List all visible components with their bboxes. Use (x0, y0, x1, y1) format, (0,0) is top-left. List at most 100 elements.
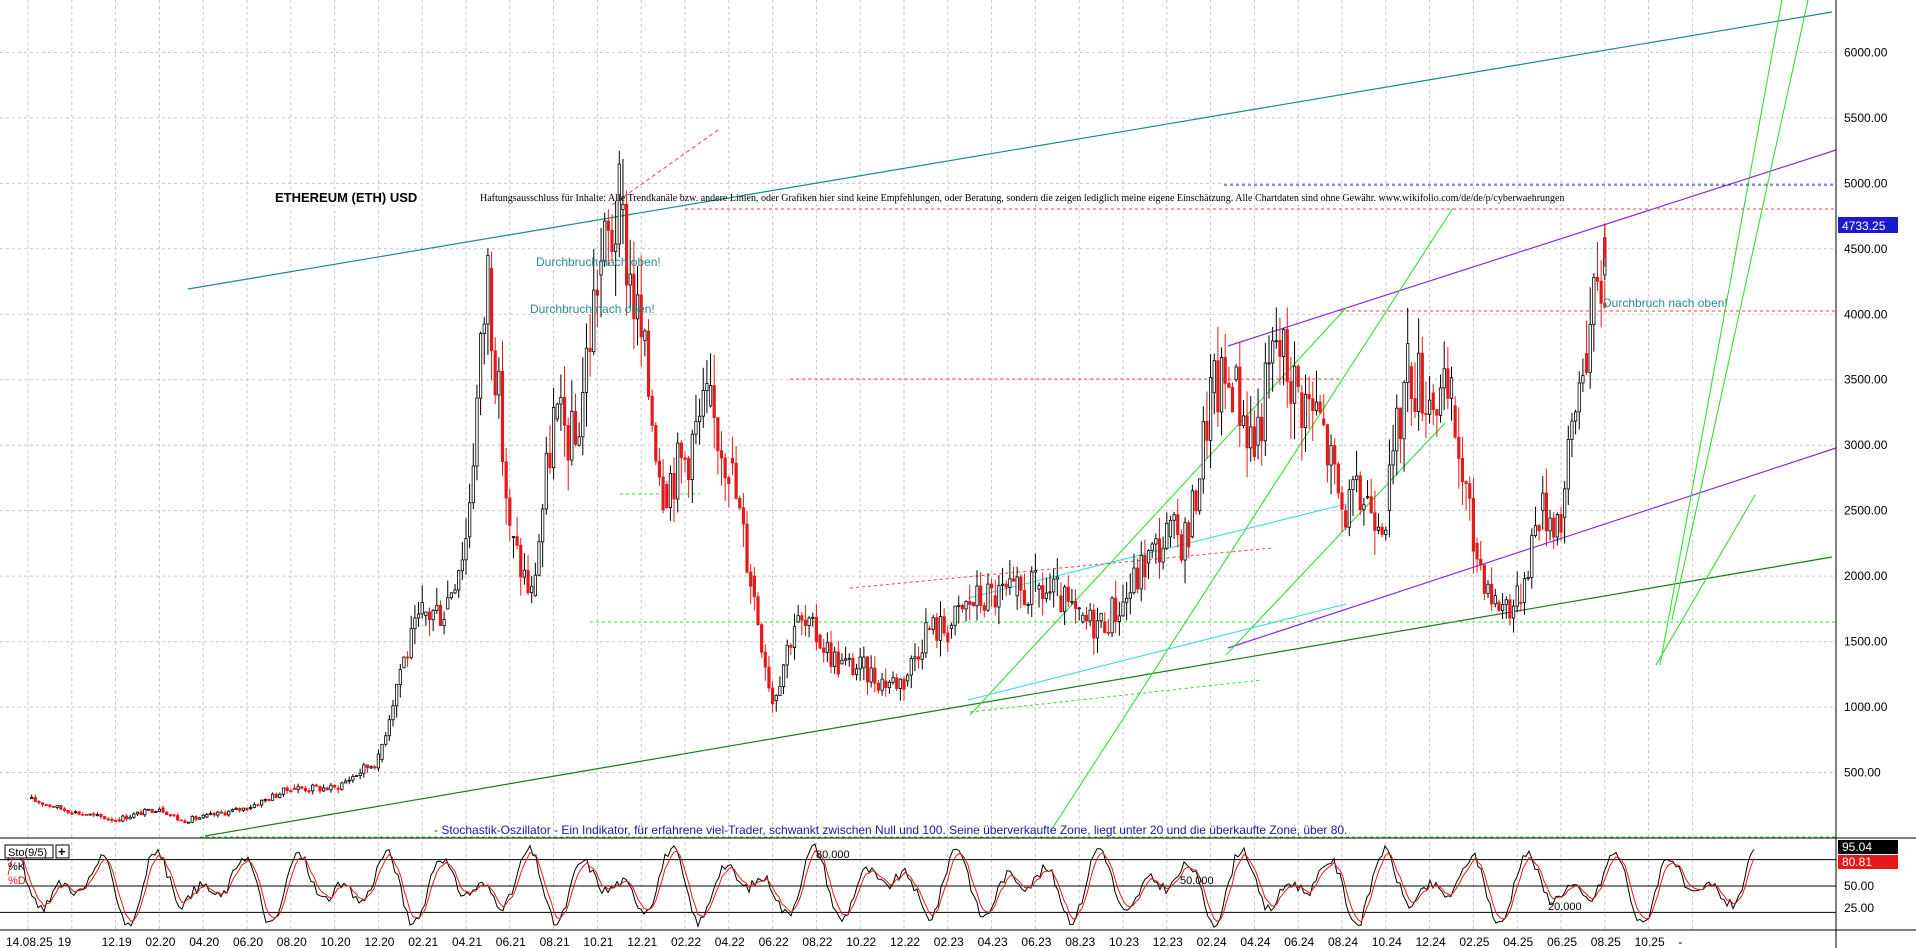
price-candle-body (504, 461, 508, 499)
price-candle-body (1358, 475, 1362, 511)
price-candle-body (234, 808, 238, 811)
price-candle-body (1143, 555, 1147, 578)
price-candle-body (362, 764, 366, 774)
chart-title: ETHEREUM (ETH) USD (275, 190, 417, 205)
price-candle-body (635, 294, 640, 320)
price-candle-body (1081, 614, 1085, 623)
price-candle-body (1256, 416, 1260, 446)
price-candle-body (552, 407, 556, 469)
price-candle-body (1019, 576, 1023, 591)
green-steep-3 (1655, 494, 1756, 666)
price-candle-body (30, 797, 34, 800)
price-candle-body (964, 601, 968, 610)
price-candle-body (416, 613, 421, 619)
price-candle-body (351, 776, 355, 781)
price-candle-body (719, 450, 724, 459)
price-candle-body (643, 330, 647, 341)
price-candle-body (920, 652, 924, 660)
price-candle-body (347, 779, 351, 782)
price-candle-body (672, 473, 676, 500)
price-candle-body (154, 811, 158, 813)
x-tick-label: 02.22 (671, 935, 701, 948)
price-candle-body (1095, 620, 1100, 639)
price-candle-body (369, 766, 373, 769)
price-candle-body (478, 333, 483, 399)
x-tick-label: 04.22 (715, 935, 745, 948)
stoch-y-tick: 25.00 (1844, 901, 1874, 915)
y-tick-label: 3000.00 (1844, 438, 1888, 452)
x-tick-label: 10.21 (583, 935, 613, 948)
x-tick-label: 02.21 (408, 935, 438, 948)
price-candle-body (544, 452, 548, 510)
price-candle-body (1103, 621, 1107, 633)
price-candle-body (778, 686, 782, 696)
stoch-level-80: 80.000 (816, 849, 850, 861)
price-candle-body (88, 813, 92, 816)
price-candle-body (135, 811, 140, 815)
price-candle-body (1603, 302, 1607, 308)
price-candle-body (1008, 578, 1012, 588)
price-candle-body (1241, 415, 1246, 427)
price-candle-body (1555, 514, 1559, 538)
price-candle-body (665, 484, 669, 508)
price-candle-body (1125, 597, 1129, 603)
x-tick-label: 02.23 (934, 935, 964, 948)
price-candle-body (1260, 416, 1264, 442)
price-candle-body (1318, 401, 1322, 413)
price-candle-body (1073, 600, 1078, 609)
y-tick-label: 2000.00 (1844, 569, 1888, 583)
price-candle-body (1066, 586, 1070, 602)
price-candle-body (632, 273, 636, 320)
price-candle-body (909, 658, 913, 676)
dashed-red-mid (849, 547, 1273, 589)
expand-panel-button[interactable] (55, 844, 70, 859)
price-candle-body (803, 619, 808, 626)
price-candle-body (785, 644, 789, 666)
price-candle-body (387, 719, 391, 737)
price-candle-body (1380, 526, 1384, 535)
price-candle-body (62, 808, 67, 811)
price-candle-body (391, 705, 395, 721)
x-tick-label: 04.24 (1240, 935, 1270, 948)
price-candle-body (935, 617, 939, 641)
price-candle-body (427, 611, 432, 621)
price-candle-body (146, 808, 151, 811)
price-candle-body (343, 780, 348, 784)
price-candle-body (865, 656, 870, 683)
price-candle-body (1563, 488, 1567, 518)
price-candle-body (274, 793, 278, 798)
price-candle-body (712, 385, 716, 418)
price-candle-body (281, 787, 286, 795)
x-tick-label: 06.20 (233, 935, 263, 948)
stochastic-note: - Stochastik-Oszillator - Ein Indikator,… (434, 823, 1347, 837)
price-candle-body (1187, 522, 1191, 548)
stoch-d-line (7, 850, 1755, 923)
price-candle-body (617, 163, 621, 245)
x-tick-label: 10.23 (1109, 935, 1139, 948)
price-candle-body (241, 807, 245, 811)
price-candle-body (975, 585, 979, 607)
plus-icon[interactable]: + (58, 844, 66, 859)
price-candle-body (1037, 585, 1041, 590)
price-candle-body (1088, 609, 1092, 622)
price-candle-body (1146, 550, 1151, 564)
price-candle-body (398, 669, 402, 685)
price-candle-body (1219, 357, 1224, 413)
price-candle-body (1398, 407, 1402, 440)
price-candle-body (1595, 276, 1600, 282)
price-candle-body (993, 595, 997, 608)
price-candle-body (708, 385, 713, 407)
price-candle-body (584, 347, 589, 393)
price-candle-body (106, 818, 110, 821)
price-candle-body (267, 798, 271, 801)
x-tick-label: 14.08.25 (6, 935, 53, 948)
price-candle-body (230, 809, 234, 812)
price-candle-body (161, 807, 165, 813)
price-candle-body (1365, 496, 1370, 499)
price-candle-body (1355, 475, 1359, 481)
price-candle-body (858, 656, 862, 670)
trend-lines (187, 0, 1837, 838)
price-candle-body (150, 808, 154, 813)
y-tick-label: 6000.00 (1844, 45, 1888, 59)
price-candle-body (1161, 547, 1165, 563)
